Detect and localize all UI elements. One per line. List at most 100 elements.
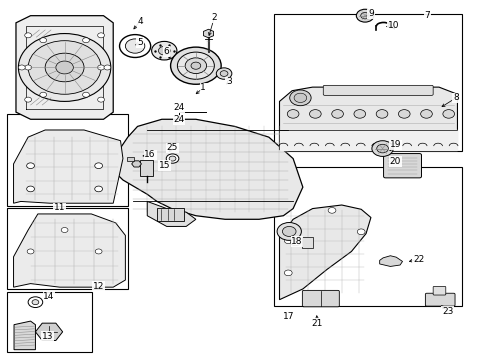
- Bar: [273, 14, 461, 152]
- Circle shape: [287, 110, 298, 118]
- Circle shape: [356, 9, 373, 22]
- Text: 21: 21: [311, 319, 323, 328]
- Polygon shape: [14, 321, 35, 350]
- Polygon shape: [279, 87, 457, 150]
- Bar: [157, 207, 183, 221]
- Circle shape: [282, 226, 295, 237]
- Polygon shape: [14, 214, 125, 287]
- Circle shape: [56, 61, 73, 74]
- Circle shape: [61, 228, 68, 233]
- FancyBboxPatch shape: [383, 154, 421, 178]
- Circle shape: [27, 186, 34, 192]
- Text: 10: 10: [387, 21, 398, 30]
- Circle shape: [25, 97, 31, 102]
- Circle shape: [191, 62, 201, 69]
- Circle shape: [19, 65, 25, 70]
- Text: 24: 24: [173, 103, 184, 112]
- Circle shape: [98, 33, 104, 38]
- Circle shape: [166, 154, 179, 163]
- FancyBboxPatch shape: [425, 293, 454, 306]
- Text: 16: 16: [144, 150, 156, 159]
- Text: 15: 15: [159, 161, 170, 170]
- Polygon shape: [279, 205, 370, 300]
- Text: 20: 20: [389, 157, 400, 166]
- Circle shape: [40, 92, 46, 97]
- Text: 23: 23: [441, 307, 452, 316]
- Text: 3: 3: [225, 77, 231, 86]
- Polygon shape: [16, 16, 113, 119]
- Circle shape: [82, 38, 89, 43]
- Circle shape: [277, 222, 301, 240]
- Circle shape: [104, 65, 111, 70]
- Text: 22: 22: [412, 255, 423, 264]
- Text: 8: 8: [452, 93, 458, 102]
- Text: 17: 17: [282, 312, 293, 321]
- Polygon shape: [279, 130, 457, 150]
- Text: 6: 6: [163, 47, 169, 56]
- Bar: [301, 237, 312, 248]
- Circle shape: [40, 38, 46, 43]
- Text: 4: 4: [137, 17, 142, 26]
- Circle shape: [331, 110, 343, 118]
- Text: 2: 2: [211, 13, 217, 22]
- Circle shape: [25, 65, 31, 70]
- Text: 5: 5: [137, 38, 142, 47]
- Circle shape: [28, 41, 101, 94]
- Bar: [273, 167, 461, 306]
- Bar: [126, 157, 133, 161]
- Text: 11: 11: [54, 203, 65, 212]
- Circle shape: [28, 297, 42, 307]
- Circle shape: [185, 58, 206, 73]
- Circle shape: [95, 163, 102, 168]
- FancyBboxPatch shape: [432, 287, 445, 295]
- Circle shape: [27, 249, 34, 254]
- Circle shape: [357, 229, 365, 235]
- Circle shape: [220, 71, 227, 76]
- Circle shape: [125, 39, 144, 53]
- Circle shape: [151, 41, 177, 60]
- Bar: [7, 292, 92, 352]
- Circle shape: [360, 13, 369, 19]
- Text: 13: 13: [42, 332, 53, 341]
- FancyBboxPatch shape: [302, 291, 339, 307]
- Bar: [140, 160, 152, 176]
- Bar: [7, 207, 127, 289]
- Circle shape: [371, 141, 392, 157]
- Text: 25: 25: [166, 143, 178, 152]
- Circle shape: [442, 110, 454, 118]
- Text: 14: 14: [43, 292, 55, 301]
- Circle shape: [45, 53, 84, 82]
- Text: 24: 24: [173, 116, 184, 125]
- Polygon shape: [108, 119, 302, 219]
- Text: 7: 7: [424, 11, 429, 20]
- Circle shape: [284, 238, 291, 244]
- Circle shape: [289, 90, 310, 106]
- Circle shape: [327, 207, 335, 213]
- Circle shape: [119, 35, 150, 58]
- FancyBboxPatch shape: [323, 85, 432, 95]
- Circle shape: [375, 110, 387, 118]
- Circle shape: [353, 110, 365, 118]
- Circle shape: [177, 52, 214, 79]
- Circle shape: [25, 33, 31, 38]
- Circle shape: [420, 110, 431, 118]
- Circle shape: [95, 249, 102, 254]
- Circle shape: [216, 68, 231, 79]
- Text: 12: 12: [93, 282, 104, 291]
- Circle shape: [27, 163, 34, 168]
- Bar: [7, 113, 127, 206]
- Text: 1: 1: [200, 83, 205, 92]
- Circle shape: [95, 186, 102, 192]
- Text: 18: 18: [291, 237, 302, 246]
- Circle shape: [82, 92, 89, 97]
- Polygon shape: [379, 256, 402, 266]
- Circle shape: [158, 46, 170, 55]
- Circle shape: [98, 65, 104, 70]
- Text: 9: 9: [367, 9, 373, 18]
- Polygon shape: [147, 202, 196, 226]
- Circle shape: [32, 300, 39, 305]
- Text: 19: 19: [388, 140, 400, 149]
- Circle shape: [169, 156, 176, 161]
- Circle shape: [376, 144, 387, 153]
- Circle shape: [293, 93, 306, 103]
